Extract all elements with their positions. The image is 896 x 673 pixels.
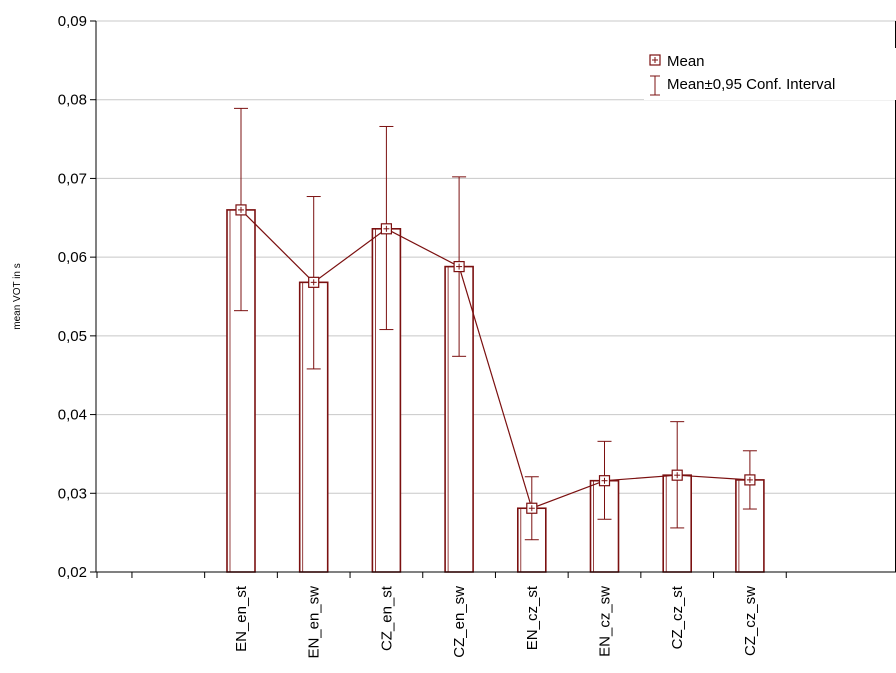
legend-ci-marker bbox=[650, 75, 660, 96]
x-tick-label: EN_cz_sw bbox=[597, 586, 614, 657]
y-tick-label: 0,02 bbox=[58, 564, 87, 581]
x-tick-label: EN_cz_st bbox=[524, 585, 541, 650]
legend-entry-ci: Mean±0,95 Conf. Interval bbox=[667, 76, 835, 93]
y-tick-label: 0,08 bbox=[58, 92, 87, 109]
y-tick-label: 0,06 bbox=[58, 249, 87, 266]
mean-point bbox=[235, 204, 247, 216]
mean-line bbox=[240, 209, 750, 510]
y-tick-label: 0,07 bbox=[58, 170, 87, 187]
x-tick-label: CZ_cz_sw bbox=[742, 586, 759, 656]
y-tick-label: 0,09 bbox=[58, 13, 87, 30]
x-tick-label: CZ_en_st bbox=[378, 585, 395, 651]
mean-point bbox=[308, 276, 320, 288]
mean-line-group bbox=[235, 204, 756, 514]
mean-point bbox=[526, 502, 538, 514]
legend: Mean Mean±0,95 Conf. Interval bbox=[644, 48, 896, 100]
bars bbox=[226, 209, 765, 573]
x-tick-label: CZ_cz_st bbox=[669, 585, 686, 649]
legend-box bbox=[644, 48, 896, 100]
x-tick-label: EN_en_st bbox=[233, 585, 250, 652]
x-tick-label: EN_en_sw bbox=[306, 586, 323, 659]
x-tick-labels: EN_en_st EN_en_sw CZ_en_st CZ_en_sw EN_cz_st… bbox=[233, 585, 759, 658]
y-tick-label: 0,04 bbox=[58, 407, 87, 424]
x-tick-label: CZ_en_sw bbox=[451, 586, 468, 658]
mean-point bbox=[453, 260, 465, 273]
axes bbox=[90, 20, 896, 578]
legend-entry-mean: Mean bbox=[667, 53, 705, 70]
mean-point bbox=[671, 469, 683, 481]
legend-mean-marker bbox=[649, 54, 661, 66]
y-tick-labels: 0,02 0,03 0,04 0,05 0,06 0,07 0,08 0,09 bbox=[58, 13, 87, 581]
mean-point bbox=[744, 474, 756, 486]
y-tick-label: 0,05 bbox=[58, 328, 87, 345]
mean-point bbox=[598, 475, 611, 487]
y-axis-label: mean VOT in s bbox=[12, 263, 23, 330]
y-tick-label: 0,03 bbox=[58, 485, 87, 502]
mean-point bbox=[380, 223, 392, 235]
